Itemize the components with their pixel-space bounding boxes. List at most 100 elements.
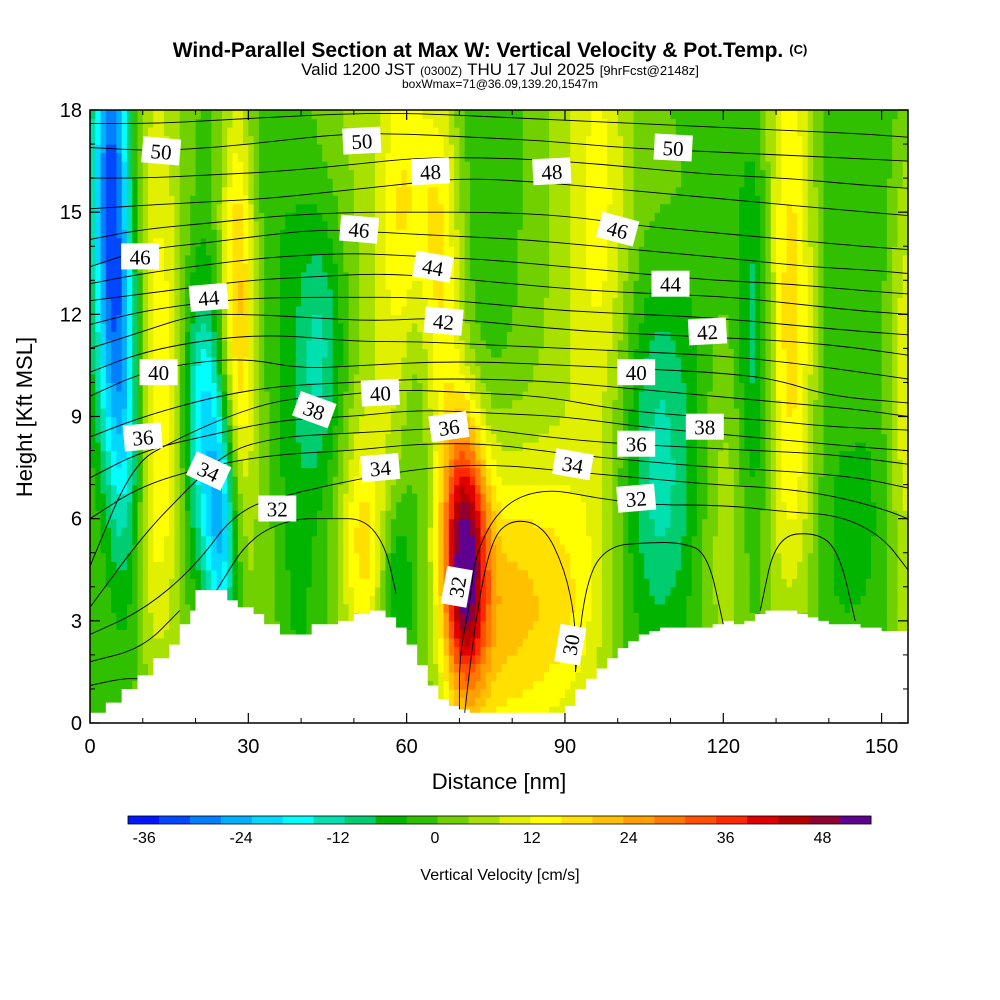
velocity-cell bbox=[195, 169, 202, 179]
velocity-cell bbox=[327, 544, 334, 554]
velocity-cell bbox=[126, 390, 133, 401]
velocity-cell bbox=[385, 118, 392, 128]
velocity-cell bbox=[433, 654, 439, 664]
velocity-cell bbox=[316, 169, 323, 179]
velocity-cell bbox=[390, 425, 397, 435]
velocity-cell bbox=[184, 373, 191, 384]
velocity-cell bbox=[121, 493, 128, 503]
velocity-cell bbox=[311, 220, 318, 230]
velocity-cell bbox=[169, 118, 176, 128]
velocity-cell bbox=[121, 288, 128, 298]
velocity-cell bbox=[311, 484, 318, 494]
velocity-cell bbox=[290, 186, 297, 196]
velocity-cell bbox=[422, 552, 429, 562]
velocity-cell bbox=[137, 237, 144, 247]
velocity-cell bbox=[301, 110, 307, 120]
velocity-cell bbox=[121, 314, 128, 324]
velocity-cell bbox=[359, 110, 366, 120]
velocity-cell bbox=[105, 161, 112, 171]
velocity-cell bbox=[174, 501, 181, 511]
velocity-cell bbox=[422, 467, 429, 477]
velocity-cell bbox=[126, 484, 133, 494]
velocity-cell bbox=[290, 433, 297, 443]
velocity-cell bbox=[306, 229, 313, 239]
velocity-cell bbox=[401, 305, 408, 315]
velocity-cell bbox=[406, 127, 413, 137]
velocity-cell bbox=[348, 314, 355, 324]
velocity-cell bbox=[221, 339, 228, 349]
velocity-cell bbox=[132, 288, 139, 298]
velocity-cell bbox=[264, 527, 271, 537]
velocity-cell bbox=[290, 152, 297, 162]
velocity-cell bbox=[343, 118, 350, 128]
velocity-cell bbox=[248, 305, 255, 315]
velocity-cell bbox=[153, 476, 160, 486]
velocity-cell bbox=[148, 339, 154, 349]
velocity-cell bbox=[301, 620, 307, 630]
velocity-cell bbox=[121, 569, 128, 579]
velocity-cell bbox=[290, 416, 297, 426]
velocity-cell bbox=[438, 510, 445, 520]
velocity-cell bbox=[417, 382, 424, 392]
velocity-cell bbox=[248, 356, 255, 367]
velocity-cell bbox=[195, 501, 202, 511]
velocity-cell bbox=[411, 518, 418, 528]
velocity-cell bbox=[148, 654, 154, 664]
velocity-cell bbox=[396, 186, 402, 196]
velocity-cell bbox=[380, 552, 387, 562]
velocity-cell bbox=[343, 442, 350, 452]
velocity-cell bbox=[90, 305, 96, 315]
velocity-cell bbox=[322, 450, 329, 460]
velocity-cell bbox=[438, 390, 445, 401]
velocity-cell bbox=[248, 442, 255, 452]
velocity-cell bbox=[433, 288, 439, 298]
velocity-cell bbox=[142, 484, 149, 494]
velocity-cell bbox=[221, 493, 228, 503]
velocity-cell bbox=[169, 603, 176, 613]
velocity-cell bbox=[105, 169, 112, 179]
velocity-cell bbox=[279, 476, 286, 486]
velocity-cell bbox=[385, 484, 392, 494]
velocity-cell bbox=[295, 110, 302, 120]
velocity-cell bbox=[169, 288, 176, 298]
velocity-cell bbox=[374, 595, 381, 605]
velocity-cell bbox=[237, 416, 244, 426]
velocity-cell bbox=[153, 459, 160, 469]
velocity-cell bbox=[132, 637, 139, 647]
velocity-cell bbox=[422, 578, 429, 588]
velocity-cell bbox=[433, 382, 439, 392]
velocity-cell bbox=[327, 220, 334, 230]
velocity-cell bbox=[359, 339, 366, 349]
velocity-cell bbox=[369, 161, 376, 171]
velocity-cell bbox=[243, 544, 249, 554]
velocity-cell bbox=[427, 561, 434, 571]
velocity-cell bbox=[411, 603, 418, 613]
velocity-cell bbox=[232, 390, 239, 401]
velocity-cell bbox=[390, 161, 397, 171]
velocity-cell bbox=[264, 271, 271, 281]
velocity-cell bbox=[227, 118, 234, 128]
velocity-cell bbox=[359, 603, 366, 613]
velocity-cell bbox=[153, 586, 160, 596]
velocity-cell bbox=[353, 595, 360, 605]
velocity-cell bbox=[126, 229, 133, 239]
velocity-cell bbox=[132, 186, 139, 196]
velocity-cell bbox=[148, 416, 154, 426]
velocity-cell bbox=[227, 178, 234, 188]
velocity-cell bbox=[163, 339, 170, 349]
velocity-cell bbox=[285, 476, 292, 486]
velocity-cell bbox=[369, 169, 376, 179]
velocity-cell bbox=[153, 314, 160, 324]
velocity-cell bbox=[348, 425, 355, 435]
velocity-cell bbox=[369, 433, 376, 443]
velocity-cell bbox=[274, 186, 281, 196]
velocity-cell bbox=[111, 663, 117, 673]
velocity-cell bbox=[396, 127, 402, 137]
velocity-cell bbox=[401, 518, 408, 528]
velocity-cell bbox=[306, 373, 313, 384]
velocity-cell bbox=[126, 152, 133, 162]
velocity-cell bbox=[290, 237, 297, 247]
velocity-cell bbox=[433, 450, 439, 460]
velocity-cell bbox=[258, 382, 265, 392]
velocity-cell bbox=[169, 220, 176, 230]
